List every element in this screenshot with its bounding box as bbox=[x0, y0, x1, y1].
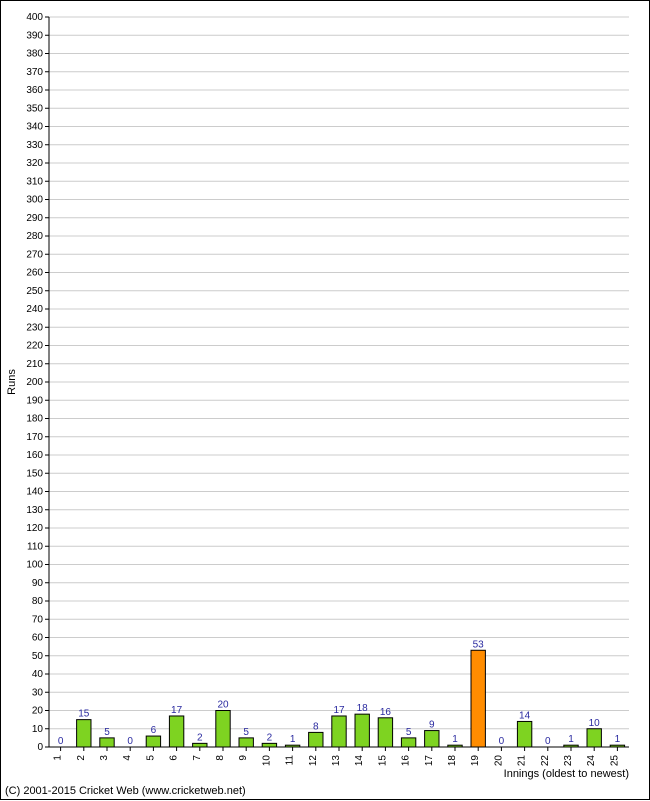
svg-text:300: 300 bbox=[26, 195, 43, 206]
svg-text:310: 310 bbox=[26, 176, 43, 187]
svg-text:90: 90 bbox=[32, 578, 44, 589]
svg-text:0: 0 bbox=[37, 742, 43, 753]
svg-text:180: 180 bbox=[26, 414, 43, 425]
svg-text:370: 370 bbox=[26, 67, 43, 78]
svg-text:1: 1 bbox=[615, 734, 621, 745]
svg-text:80: 80 bbox=[32, 596, 44, 607]
svg-text:210: 210 bbox=[26, 359, 43, 370]
svg-text:50: 50 bbox=[32, 651, 44, 662]
svg-text:260: 260 bbox=[26, 268, 43, 279]
svg-text:5: 5 bbox=[104, 727, 110, 738]
svg-text:0: 0 bbox=[499, 736, 505, 747]
svg-text:1: 1 bbox=[53, 755, 64, 761]
svg-text:220: 220 bbox=[26, 341, 43, 352]
svg-text:2: 2 bbox=[267, 732, 273, 743]
svg-text:280: 280 bbox=[26, 231, 43, 242]
svg-text:110: 110 bbox=[27, 541, 43, 552]
svg-text:5: 5 bbox=[243, 727, 249, 738]
svg-text:15: 15 bbox=[377, 755, 388, 767]
svg-text:17: 17 bbox=[333, 705, 345, 716]
svg-text:18: 18 bbox=[447, 755, 458, 767]
svg-text:5: 5 bbox=[406, 727, 412, 738]
svg-text:380: 380 bbox=[26, 49, 43, 60]
svg-text:360: 360 bbox=[26, 85, 43, 96]
svg-text:6: 6 bbox=[169, 755, 180, 761]
svg-text:390: 390 bbox=[26, 30, 43, 41]
svg-text:23: 23 bbox=[563, 755, 574, 767]
svg-text:2: 2 bbox=[76, 755, 87, 761]
svg-text:190: 190 bbox=[26, 395, 43, 406]
svg-text:350: 350 bbox=[26, 103, 43, 114]
svg-text:14: 14 bbox=[354, 755, 365, 767]
svg-text:24: 24 bbox=[586, 755, 597, 767]
svg-text:230: 230 bbox=[26, 322, 43, 333]
svg-text:6: 6 bbox=[151, 725, 157, 736]
svg-text:100: 100 bbox=[26, 560, 43, 571]
svg-text:11: 11 bbox=[285, 755, 296, 766]
svg-text:2: 2 bbox=[197, 732, 203, 743]
svg-text:13: 13 bbox=[331, 755, 342, 767]
svg-text:9: 9 bbox=[429, 720, 435, 731]
svg-text:21: 21 bbox=[517, 755, 528, 767]
svg-text:200: 200 bbox=[26, 377, 43, 388]
svg-text:0: 0 bbox=[545, 736, 551, 747]
svg-text:120: 120 bbox=[26, 523, 43, 534]
svg-text:1: 1 bbox=[568, 734, 574, 745]
svg-text:5: 5 bbox=[145, 755, 156, 761]
svg-text:20: 20 bbox=[493, 755, 504, 767]
svg-text:Innings (oldest to newest): Innings (oldest to newest) bbox=[504, 768, 629, 780]
svg-text:4: 4 bbox=[122, 755, 133, 761]
svg-text:18: 18 bbox=[357, 703, 369, 714]
svg-text:340: 340 bbox=[26, 122, 43, 133]
svg-text:290: 290 bbox=[26, 213, 43, 224]
footer-copyright: (C) 2001-2015 Cricket Web (www.cricketwe… bbox=[5, 785, 246, 797]
svg-text:7: 7 bbox=[192, 755, 203, 761]
svg-text:400: 400 bbox=[26, 12, 43, 23]
svg-text:250: 250 bbox=[26, 286, 43, 297]
svg-text:10: 10 bbox=[32, 724, 44, 735]
svg-text:20: 20 bbox=[32, 706, 44, 717]
svg-text:330: 330 bbox=[26, 140, 43, 151]
svg-text:22: 22 bbox=[540, 755, 551, 767]
svg-text:150: 150 bbox=[26, 468, 43, 479]
svg-text:320: 320 bbox=[26, 158, 43, 169]
svg-text:170: 170 bbox=[26, 432, 43, 443]
svg-text:8: 8 bbox=[215, 755, 226, 761]
chart-container: 0102030405060708090100110120130140150160… bbox=[0, 0, 650, 800]
svg-text:1: 1 bbox=[290, 734, 296, 745]
chart-plot: 0102030405060708090100110120130140150160… bbox=[1, 1, 649, 799]
svg-text:0: 0 bbox=[58, 736, 64, 747]
svg-text:53: 53 bbox=[473, 639, 485, 650]
svg-text:14: 14 bbox=[519, 710, 531, 721]
svg-text:17: 17 bbox=[171, 705, 183, 716]
svg-text:70: 70 bbox=[32, 614, 44, 625]
svg-text:20: 20 bbox=[217, 700, 229, 711]
svg-text:25: 25 bbox=[609, 755, 620, 767]
svg-text:12: 12 bbox=[308, 755, 319, 767]
svg-text:130: 130 bbox=[26, 505, 43, 516]
svg-text:8: 8 bbox=[313, 721, 319, 732]
svg-text:3: 3 bbox=[99, 755, 110, 761]
svg-text:9: 9 bbox=[238, 755, 249, 761]
svg-text:Runs: Runs bbox=[6, 369, 18, 395]
svg-text:160: 160 bbox=[26, 450, 43, 461]
svg-text:0: 0 bbox=[127, 736, 133, 747]
svg-text:30: 30 bbox=[32, 687, 44, 698]
svg-text:60: 60 bbox=[32, 633, 44, 644]
svg-text:16: 16 bbox=[380, 707, 392, 718]
svg-text:17: 17 bbox=[424, 755, 435, 767]
svg-text:40: 40 bbox=[32, 669, 44, 680]
svg-text:10: 10 bbox=[261, 755, 272, 767]
svg-text:15: 15 bbox=[78, 709, 90, 720]
svg-text:10: 10 bbox=[589, 718, 601, 729]
svg-text:19: 19 bbox=[470, 755, 481, 767]
svg-text:270: 270 bbox=[26, 249, 43, 260]
svg-text:140: 140 bbox=[26, 487, 43, 498]
bar-chart-svg: 0102030405060708090100110120130140150160… bbox=[1, 1, 650, 801]
svg-text:1: 1 bbox=[452, 734, 458, 745]
svg-text:16: 16 bbox=[401, 755, 412, 767]
svg-text:240: 240 bbox=[26, 304, 43, 315]
